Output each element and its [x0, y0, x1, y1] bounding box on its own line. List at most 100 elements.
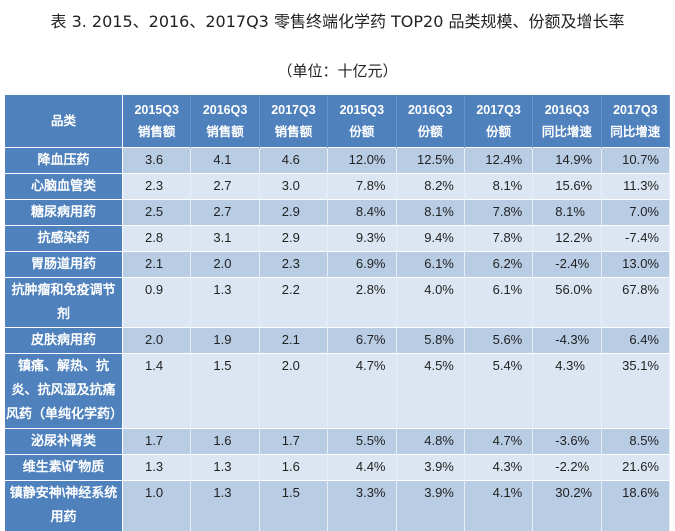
table-row: 胃肠道用药 2.1 2.0 2.3 6.9% 6.1% 6.2% -2.4% 13.0% [5, 251, 671, 278]
category-cell: 心脑血管类 [5, 173, 123, 200]
value-cell: 4.3% [532, 353, 602, 429]
value-cell: 8.1% [464, 173, 534, 200]
table-row: 皮肤病用药 2.0 1.9 2.1 6.7% 5.8% 5.6% -4.3% 6.4% [5, 327, 671, 354]
header-metric: 同比增速 [610, 125, 661, 139]
value-cell: 2.0 [122, 327, 192, 354]
header-metric: 销售额 [137, 125, 176, 139]
value-cell: 4.7% [327, 353, 397, 429]
header-metric: 销售额 [206, 125, 244, 139]
value-cell: 21.6% [601, 454, 671, 481]
value-cell: 2.8% [327, 277, 397, 328]
value-cell: 4.8% [396, 428, 465, 455]
column-header: 2016Q3 同比增速 [532, 95, 602, 148]
value-cell: 9.3% [327, 225, 397, 252]
table-title: 表 3. 2015、2016、2017Q3 零售终端化学药 TOP20 品类规模… [50, 12, 625, 31]
value-cell: 12.2% [532, 225, 602, 252]
table-row: 降血压药 3.6 4.1 4.6 12.0% 12.5% 12.4% 14.9% 10.7% [5, 147, 671, 174]
value-cell: 67.8% [601, 277, 671, 328]
value-cell: 4.4% [327, 454, 397, 481]
value-cell: 2.9 [259, 225, 329, 252]
value-cell: 2.5 [122, 199, 192, 226]
value-cell: 1.6 [190, 428, 260, 455]
value-cell: 1.3 [190, 480, 260, 531]
header-period: 2015Q3 [339, 103, 385, 117]
column-header: 2015Q3 份额 [327, 95, 397, 148]
category-cell: 泌尿补肾类 [5, 428, 123, 455]
column-header: 2017Q3 销售额 [259, 95, 329, 148]
value-cell: 5.5% [327, 428, 397, 455]
value-cell: 1.0 [122, 480, 192, 531]
value-cell: 1.7 [259, 428, 329, 455]
value-cell: 8.1% [532, 199, 602, 226]
value-cell: 8.4% [327, 199, 397, 226]
value-cell: 2.1 [122, 251, 192, 278]
value-cell: 56.0% [532, 277, 602, 328]
value-cell: 1.9 [190, 327, 260, 354]
value-cell: 12.0% [327, 147, 397, 174]
header-period: 2017Q3 [613, 103, 658, 117]
table-row: 抗肿瘤和免疫调节剂 0.9 1.3 2.2 2.8% 4.0% 6.1% 56.0% 67.8% [5, 277, 671, 328]
value-cell: -2.2% [532, 454, 602, 481]
header-metric: 同比增速 [541, 125, 592, 139]
value-cell: 6.1% [396, 251, 465, 278]
category-cell: 皮肤病用药 [5, 327, 123, 354]
value-cell: 30.2% [532, 480, 602, 531]
table-row: 镇痛、解热、抗炎、抗风湿及抗痛风药（单纯化学药） 1.4 1.5 2.0 4.7% 4.5… [5, 353, 671, 429]
value-cell: 7.8% [464, 225, 534, 252]
value-cell: 35.1% [601, 353, 671, 429]
value-cell: 1.6 [259, 454, 329, 481]
value-cell: -7.4% [601, 225, 671, 252]
value-cell: 14.9% [532, 147, 602, 174]
value-cell: 13.0% [601, 251, 671, 278]
column-header: 2015Q3 销售额 [122, 95, 192, 148]
value-cell: 2.8 [122, 225, 192, 252]
column-header: 品类 [5, 95, 123, 148]
table-row: 泌尿补肾类 1.7 1.6 1.7 5.5% 4.8% 4.7% -3.6% 8.5% [5, 428, 671, 455]
data-table: 品类 2015Q3 销售额 2016Q3 销售额 2017Q3 销售额 2015Q3 份额 201… [5, 95, 671, 531]
value-cell: 2.1 [259, 327, 329, 354]
unit-label: （单位：十亿元） [277, 62, 398, 80]
value-cell: 4.6 [259, 147, 329, 174]
value-cell: 3.9% [396, 454, 465, 481]
value-cell: 1.7 [122, 428, 192, 455]
value-cell: 6.7% [327, 327, 397, 354]
header-period: 2015Q3 [134, 103, 179, 117]
value-cell: 9.4% [396, 225, 465, 252]
value-cell: 5.4% [464, 353, 534, 429]
value-cell: 3.9% [396, 480, 465, 531]
header-period: 2016Q3 [407, 103, 453, 117]
value-cell: 12.4% [464, 147, 534, 174]
header-metric: 份额 [486, 125, 512, 139]
value-cell: 3.0 [259, 173, 329, 200]
category-cell: 胃肠道用药 [5, 251, 123, 278]
value-cell: 2.0 [259, 353, 329, 429]
value-cell: 4.0% [396, 277, 465, 328]
value-cell: 3.1 [190, 225, 260, 252]
value-cell: 1.5 [190, 353, 260, 429]
header-row: 品类 2015Q3 销售额 2016Q3 销售额 2017Q3 销售额 2015Q3 份额 201… [5, 95, 671, 148]
value-cell: 2.7 [190, 199, 260, 226]
header-period: 2016Q3 [202, 103, 248, 117]
value-cell: 4.3% [464, 454, 534, 481]
value-cell: 8.1% [396, 199, 465, 226]
header-metric: 份额 [417, 125, 443, 139]
table-row: 镇静安神\神经系统用药 1.0 1.3 1.5 3.3% 3.9% 4.1% 30.2% 18.… [5, 480, 671, 531]
value-cell: 8.5% [601, 428, 671, 455]
value-cell: 18.6% [601, 480, 671, 531]
table-row: 心脑血管类 2.3 2.7 3.0 7.8% 8.2% 8.1% 15.6% 11.3% [5, 173, 671, 200]
value-cell: 10.7% [601, 147, 671, 174]
table-row: 抗感染药 2.8 3.1 2.9 9.3% 9.4% 7.8% 12.2% -7.4% [5, 225, 671, 252]
category-cell: 镇静安神\神经系统用药 [5, 480, 123, 531]
value-cell: 3.3% [327, 480, 397, 531]
value-cell: 4.7% [464, 428, 534, 455]
value-cell: 2.0 [190, 251, 260, 278]
column-header: 2017Q3 份额 [464, 95, 534, 148]
value-cell: 6.2% [464, 251, 534, 278]
category-cell: 抗肿瘤和免疫调节剂 [5, 277, 123, 328]
category-cell: 镇痛、解热、抗炎、抗风湿及抗痛风药（单纯化学药） [5, 353, 123, 429]
table-row: 糖尿病用药 2.5 2.7 2.9 8.4% 8.1% 7.8% 8.1% 7.0% [5, 199, 671, 226]
column-header: 2017Q3 同比增速 [601, 95, 671, 148]
category-cell: 维生素\矿物质 [5, 454, 123, 481]
column-header: 2016Q3 销售额 [190, 95, 260, 148]
value-cell: -3.6% [532, 428, 602, 455]
